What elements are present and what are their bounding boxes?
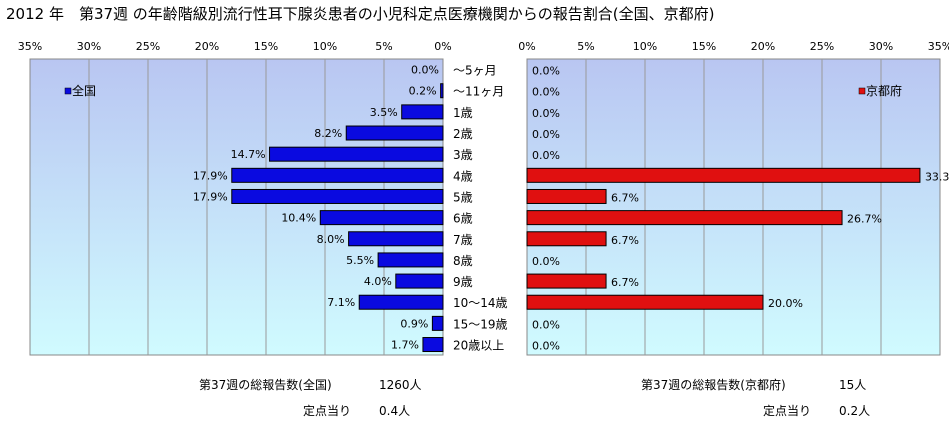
kyoto-data-label: 0.0% (532, 65, 560, 78)
kyoto-bar (526, 294, 764, 310)
national-bar (440, 83, 444, 99)
category-label: 4歳 (453, 169, 473, 183)
left-tick-label: 15% (254, 40, 278, 53)
left-tick-label: 25% (136, 40, 160, 53)
national-data-label: 0.9% (400, 317, 428, 330)
category-label: 3歳 (453, 148, 473, 162)
right-tick-label: 10% (633, 40, 657, 53)
kyoto-data-label: 0.0% (532, 107, 560, 120)
national-data-label: 5.5% (346, 254, 374, 267)
left-tick-label: 5% (375, 40, 392, 53)
right-tick-label: 30% (869, 40, 893, 53)
category-label: 8歳 (453, 254, 473, 268)
right-legend-swatch (858, 87, 866, 95)
category-label: 15～19歳 (453, 317, 508, 331)
national-total-value: 1260人 (379, 378, 422, 392)
kyoto-data-label: 6.7% (611, 234, 639, 247)
left-legend-label: 全国 (72, 83, 96, 98)
kyoto-data-label: 26.7% (847, 213, 882, 226)
kyoto-data-label: 20.0% (768, 297, 803, 310)
national-bar (345, 125, 444, 141)
national-bar (231, 188, 444, 204)
kyoto-per-label: 定点当り (763, 404, 812, 418)
national-bar (431, 315, 444, 331)
category-label: ～5ヶ月 (453, 64, 497, 78)
national-data-label: 3.5% (370, 106, 398, 119)
national-bar (377, 252, 444, 268)
national-data-label: 17.9% (193, 190, 228, 203)
right-legend: 京都府 (858, 83, 902, 98)
category-label: 2歳 (453, 127, 473, 141)
kyoto-bar (526, 231, 607, 247)
national-data-label: 10.4% (281, 212, 316, 225)
right-tick-label: 15% (692, 40, 716, 53)
category-label: 7歳 (453, 233, 473, 247)
national-bar (358, 294, 444, 310)
left-tick-label: 10% (313, 40, 337, 53)
right-tick-label: 5% (577, 40, 594, 53)
kyoto-data-label: 0.0% (532, 149, 560, 162)
kyoto-total-label: 第37週の総報告数(京都府) (641, 378, 786, 392)
category-label: 20歳以上 (453, 339, 504, 353)
left-legend: 全国 (64, 83, 96, 98)
national-bar (348, 231, 444, 247)
kyoto-per-value: 0.2人 (839, 404, 871, 418)
kyoto-total-value: 15人 (839, 378, 867, 392)
national-data-label: 0.2% (409, 85, 437, 98)
right-tick-label: 0% (518, 40, 535, 53)
national-bar (395, 273, 444, 289)
kyoto-data-label: 0.0% (532, 318, 560, 331)
kyoto-bar (526, 210, 843, 226)
national-bar (231, 167, 444, 183)
right-plot-area (526, 58, 941, 356)
kyoto-bar (526, 273, 607, 289)
left-tick-label: 30% (77, 40, 101, 53)
kyoto-bar (526, 188, 607, 204)
national-per-label: 定点当り (303, 404, 352, 418)
national-bar (401, 104, 444, 120)
national-per-value: 0.4人 (379, 404, 411, 418)
category-label: 1歳 (453, 106, 473, 120)
right-tick-label: 35% (928, 40, 949, 53)
national-data-label: 14.7% (231, 148, 266, 161)
chart-title: 2012 年 第37週 の年齢階級別流行性耳下腺炎患者の小児科定点医療機関からの… (6, 5, 715, 23)
category-label: ～11ヶ月 (453, 85, 504, 99)
national-data-label: 8.2% (314, 127, 342, 140)
kyoto-data-label: 0.0% (532, 86, 560, 99)
national-data-label: 17.9% (193, 169, 228, 182)
kyoto-bar (526, 167, 921, 183)
left-plot-area (29, 58, 444, 356)
kyoto-data-label: 6.7% (611, 276, 639, 289)
national-data-label: 0.0% (411, 64, 439, 77)
right-legend-label: 京都府 (866, 83, 902, 98)
national-data-label: 8.0% (317, 233, 345, 246)
national-bar (269, 146, 444, 162)
left-tick-label: 0% (434, 40, 451, 53)
category-label: 6歳 (453, 212, 473, 226)
kyoto-data-label: 6.7% (611, 191, 639, 204)
right-tick-label: 20% (751, 40, 775, 53)
national-total-label: 第37週の総報告数(全国) (199, 378, 332, 392)
kyoto-data-label: 0.0% (532, 128, 560, 141)
national-data-label: 1.7% (391, 339, 419, 352)
category-label: 9歳 (453, 275, 473, 289)
kyoto-data-label: 33.3% (925, 170, 949, 183)
national-data-label: 4.0% (364, 275, 392, 288)
kyoto-data-label: 0.0% (532, 340, 560, 353)
left-legend-swatch (64, 87, 72, 95)
kyoto-data-label: 0.0% (532, 255, 560, 268)
category-label: 5歳 (453, 190, 473, 204)
right-tick-label: 25% (810, 40, 834, 53)
left-tick-label: 35% (18, 40, 42, 53)
national-bar (319, 210, 444, 226)
national-data-label: 7.1% (327, 296, 355, 309)
left-tick-label: 20% (195, 40, 219, 53)
national-bar (422, 337, 444, 353)
category-label: 10～14歳 (453, 296, 508, 310)
